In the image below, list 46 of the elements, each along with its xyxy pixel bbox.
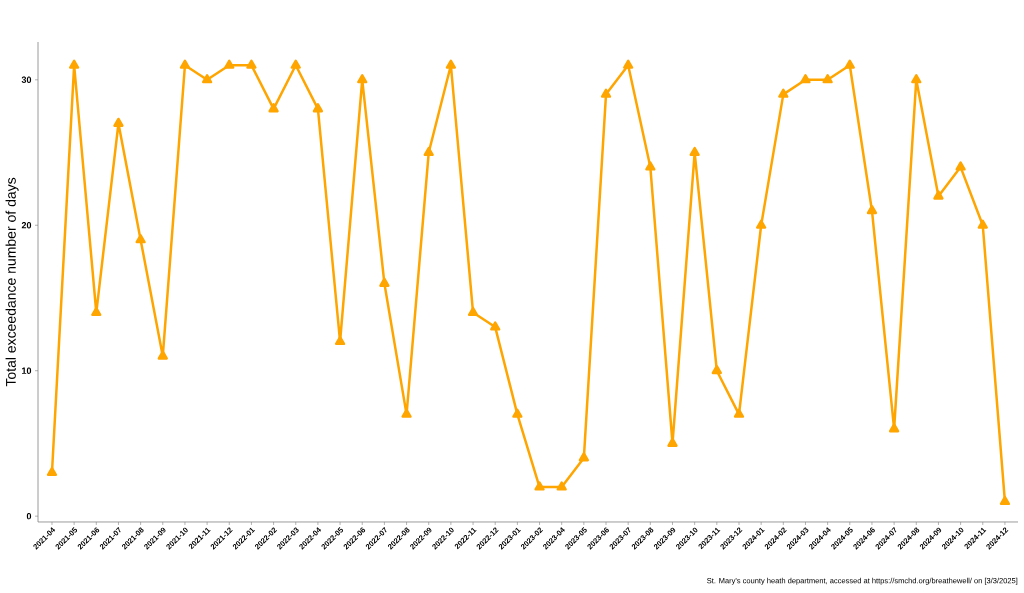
point <box>778 88 789 98</box>
y-axis-title: Total exceedance number of days <box>5 177 19 387</box>
point <box>999 495 1011 506</box>
point <box>445 59 457 69</box>
point <box>246 59 257 69</box>
point <box>179 59 191 69</box>
point <box>268 103 279 113</box>
point <box>46 466 58 477</box>
point <box>357 74 368 84</box>
point <box>977 219 988 229</box>
y-tick-label: 10 <box>22 367 32 374</box>
point <box>534 481 545 491</box>
point <box>157 350 168 360</box>
point <box>645 161 656 171</box>
point <box>822 74 833 84</box>
point <box>888 423 900 433</box>
point <box>756 219 767 229</box>
point <box>423 146 434 157</box>
point <box>135 234 146 244</box>
point <box>933 190 944 200</box>
point <box>312 103 324 113</box>
y-tick-label: 0 <box>26 512 32 520</box>
point <box>866 204 878 215</box>
point <box>334 335 346 346</box>
point <box>379 277 390 287</box>
point <box>201 74 213 84</box>
point <box>467 306 479 317</box>
point <box>578 452 589 462</box>
point <box>490 321 501 331</box>
point <box>911 74 922 84</box>
point <box>844 59 855 69</box>
point <box>113 117 124 127</box>
point <box>711 364 722 375</box>
point <box>800 74 811 84</box>
point <box>600 88 612 98</box>
point <box>68 59 80 69</box>
y-tick-label: 30 <box>21 76 32 83</box>
point <box>733 408 745 418</box>
point <box>689 146 700 157</box>
point <box>224 59 235 69</box>
point <box>512 408 523 418</box>
point <box>623 59 634 69</box>
y-tick-label: 20 <box>21 222 32 229</box>
point <box>556 481 567 491</box>
point <box>290 59 301 69</box>
point <box>955 161 966 171</box>
